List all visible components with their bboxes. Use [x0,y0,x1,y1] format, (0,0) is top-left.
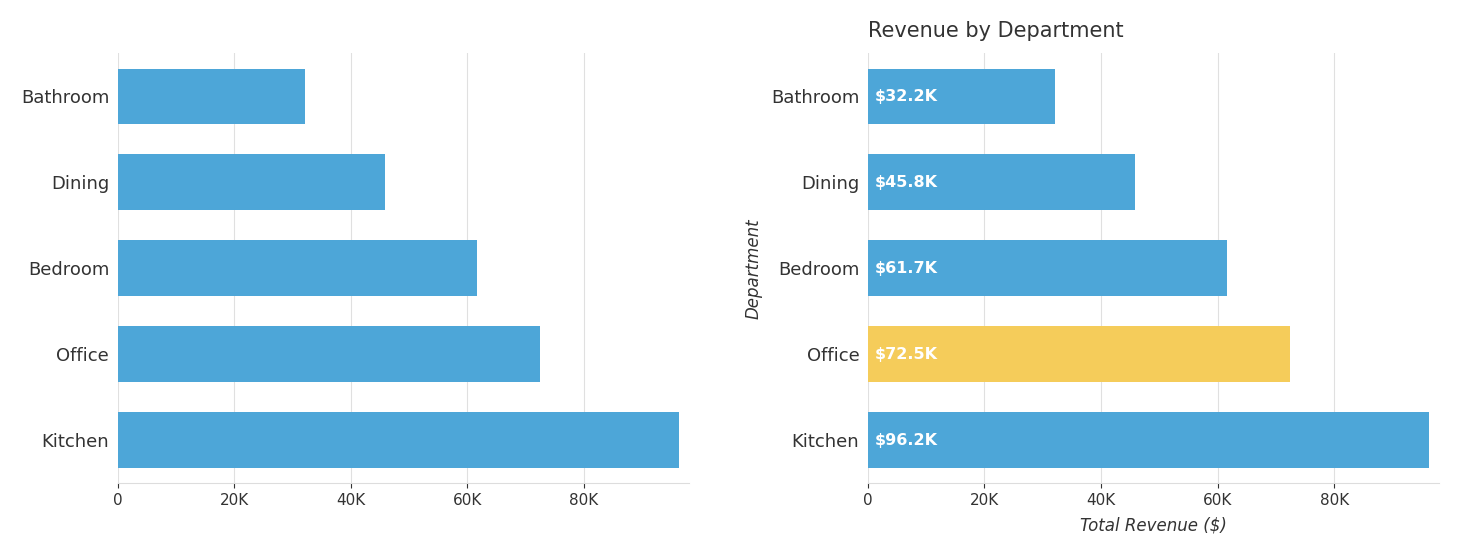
Text: $61.7K: $61.7K [875,261,937,276]
Bar [867,154,1134,210]
Bar [118,68,305,124]
Bar [118,154,384,210]
Bar [867,326,1291,382]
Bar [867,412,1429,468]
Text: $32.2K: $32.2K [875,89,937,104]
Text: $96.2K: $96.2K [875,433,937,448]
Y-axis label: Department: Department [745,218,762,319]
Text: $45.8K: $45.8K [875,175,937,190]
Bar [867,68,1056,124]
Text: Revenue by Department: Revenue by Department [867,21,1123,41]
Bar [118,326,540,382]
Bar [867,240,1228,296]
Text: $72.5K: $72.5K [875,347,937,362]
Bar [118,240,477,296]
X-axis label: Total Revenue ($): Total Revenue ($) [1080,516,1226,534]
Bar [118,412,679,468]
